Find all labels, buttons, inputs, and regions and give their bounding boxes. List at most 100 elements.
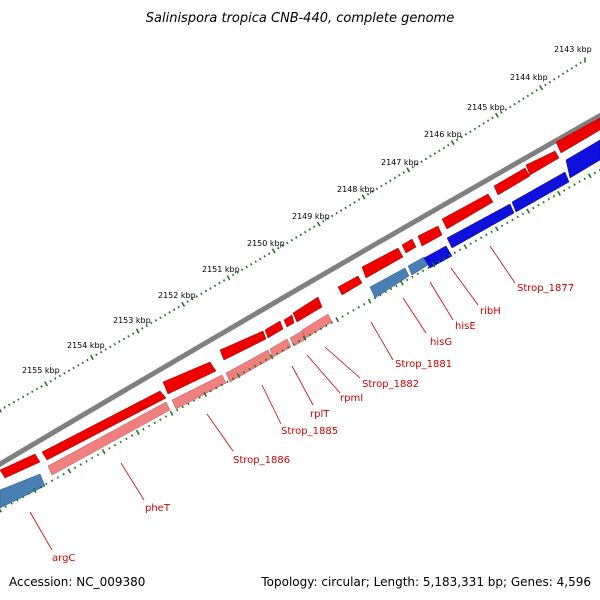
- ruler-tick: [314, 330, 317, 334]
- ruler-tick: [547, 197, 550, 201]
- ruler-tick: [85, 460, 88, 463]
- gene-label: ribH: [480, 306, 501, 317]
- ruler-tick: [45, 482, 48, 486]
- ruler-tick: [135, 328, 140, 334]
- gene-arrow[interactable]: [264, 320, 284, 339]
- ruler-tick: [168, 311, 171, 314]
- forward-strand-genes: [0, 117, 600, 479]
- reverse-rna-genes: [0, 256, 429, 509]
- ruler-tick: [344, 206, 347, 210]
- gene-arrow[interactable]: [219, 330, 267, 361]
- leader-line: [429, 281, 454, 321]
- ruler-tick: [399, 280, 404, 286]
- gene-arrow[interactable]: [292, 296, 323, 323]
- ruler-tick: [429, 154, 432, 158]
- ruler-tick: [304, 230, 307, 234]
- forward-rna-genes: [47, 313, 333, 476]
- ruler-tick: [325, 324, 328, 328]
- ruler-tick: [578, 180, 581, 183]
- gene-arrow[interactable]: [417, 225, 443, 247]
- ruler-tick: [58, 374, 62, 378]
- gene-arrow[interactable]: [555, 117, 600, 154]
- ruler-tick: [181, 301, 186, 308]
- ruler-tick: [339, 209, 343, 212]
- leader-line: [29, 511, 53, 551]
- ruler-tick: [54, 377, 57, 380]
- ruler-tick: [290, 238, 293, 242]
- gene-arrow[interactable]: [361, 247, 404, 279]
- gene-arrow[interactable]: [41, 390, 167, 461]
- ruler-tick: [366, 192, 370, 196]
- ruler-tick: [367, 298, 372, 304]
- gene-arrow[interactable]: [337, 275, 363, 296]
- ruler-tick: [49, 379, 52, 383]
- ruler-tick: [411, 165, 414, 169]
- ruler-tick: [254, 260, 257, 263]
- gene-arrow[interactable]: [0, 453, 41, 479]
- gene-arrow[interactable]: [423, 245, 453, 269]
- ruler-tick: [222, 279, 226, 282]
- ruler-tick: [127, 335, 130, 338]
- gene-label: Strop_1877: [517, 283, 574, 294]
- gene-arrow[interactable]: [401, 238, 417, 254]
- ruler-tick: [443, 257, 446, 261]
- ruler-tick: [250, 263, 253, 266]
- ruler-tick: [438, 149, 441, 153]
- ruler-tick: [570, 67, 574, 70]
- ruler-tick: [308, 228, 311, 231]
- ruler-tick: [504, 108, 507, 111]
- ruler-tick: [421, 269, 425, 273]
- kbp-label: 2149 kbp: [292, 212, 330, 221]
- ruler-tick: [437, 260, 441, 264]
- ruler-tick: [245, 265, 248, 269]
- ruler-tick: [557, 190, 561, 196]
- ruler-tick: [357, 198, 361, 201]
- rna-feature[interactable]: [369, 267, 410, 299]
- gene-arrow[interactable]: [525, 150, 560, 176]
- rna-feature[interactable]: [289, 330, 307, 347]
- ruler-tick: [478, 124, 481, 128]
- ruler-tick: [371, 190, 374, 193]
- gene-arrow[interactable]: [446, 203, 515, 249]
- leader-line: [489, 245, 516, 284]
- gene-arrow[interactable]: [283, 314, 295, 328]
- kbp-label: 2146 kbp: [424, 130, 462, 139]
- rna-feature[interactable]: [0, 473, 46, 509]
- ruler-tick: [198, 396, 201, 399]
- ruler-tick: [593, 171, 597, 175]
- rna-feature[interactable]: [47, 401, 171, 476]
- kbp-label: 2154 kbp: [67, 341, 105, 350]
- gene-label: argC: [52, 553, 75, 564]
- gene-arrow[interactable]: [511, 171, 570, 213]
- ruler-tick: [96, 453, 100, 457]
- ruler-tick: [39, 485, 42, 489]
- ruler-tick: [281, 349, 284, 352]
- ruler-tick: [122, 337, 126, 341]
- ruler-tick: [532, 206, 535, 210]
- ruler-tick: [469, 130, 472, 133]
- ruler-tick: [357, 306, 360, 309]
- ruler-tick: [27, 492, 31, 495]
- rna-feature[interactable]: [301, 313, 333, 339]
- ruler-tick: [209, 287, 212, 290]
- ruler-tick: [411, 275, 414, 279]
- ruler-tick: [141, 327, 144, 330]
- gene-arrow[interactable]: [493, 167, 531, 196]
- rna-feature[interactable]: [269, 338, 292, 358]
- ruler-tick: [108, 447, 111, 450]
- ruler-tick: [500, 224, 504, 228]
- gene-arrow[interactable]: [162, 361, 217, 395]
- ruler-tick: [331, 214, 334, 218]
- ruler-tick: [220, 383, 224, 387]
- gene-arrow[interactable]: [565, 139, 600, 179]
- rna-feature[interactable]: [171, 374, 227, 410]
- ruler-tick: [544, 83, 547, 87]
- gene-arrow[interactable]: [441, 193, 494, 230]
- ruler-tick: [32, 487, 37, 493]
- ruler-tick: [482, 122, 485, 125]
- ruler-tick: [26, 393, 29, 396]
- ruler-tick: [485, 233, 488, 237]
- ruler-tick: [4, 505, 7, 509]
- ruler-tick: [348, 203, 352, 207]
